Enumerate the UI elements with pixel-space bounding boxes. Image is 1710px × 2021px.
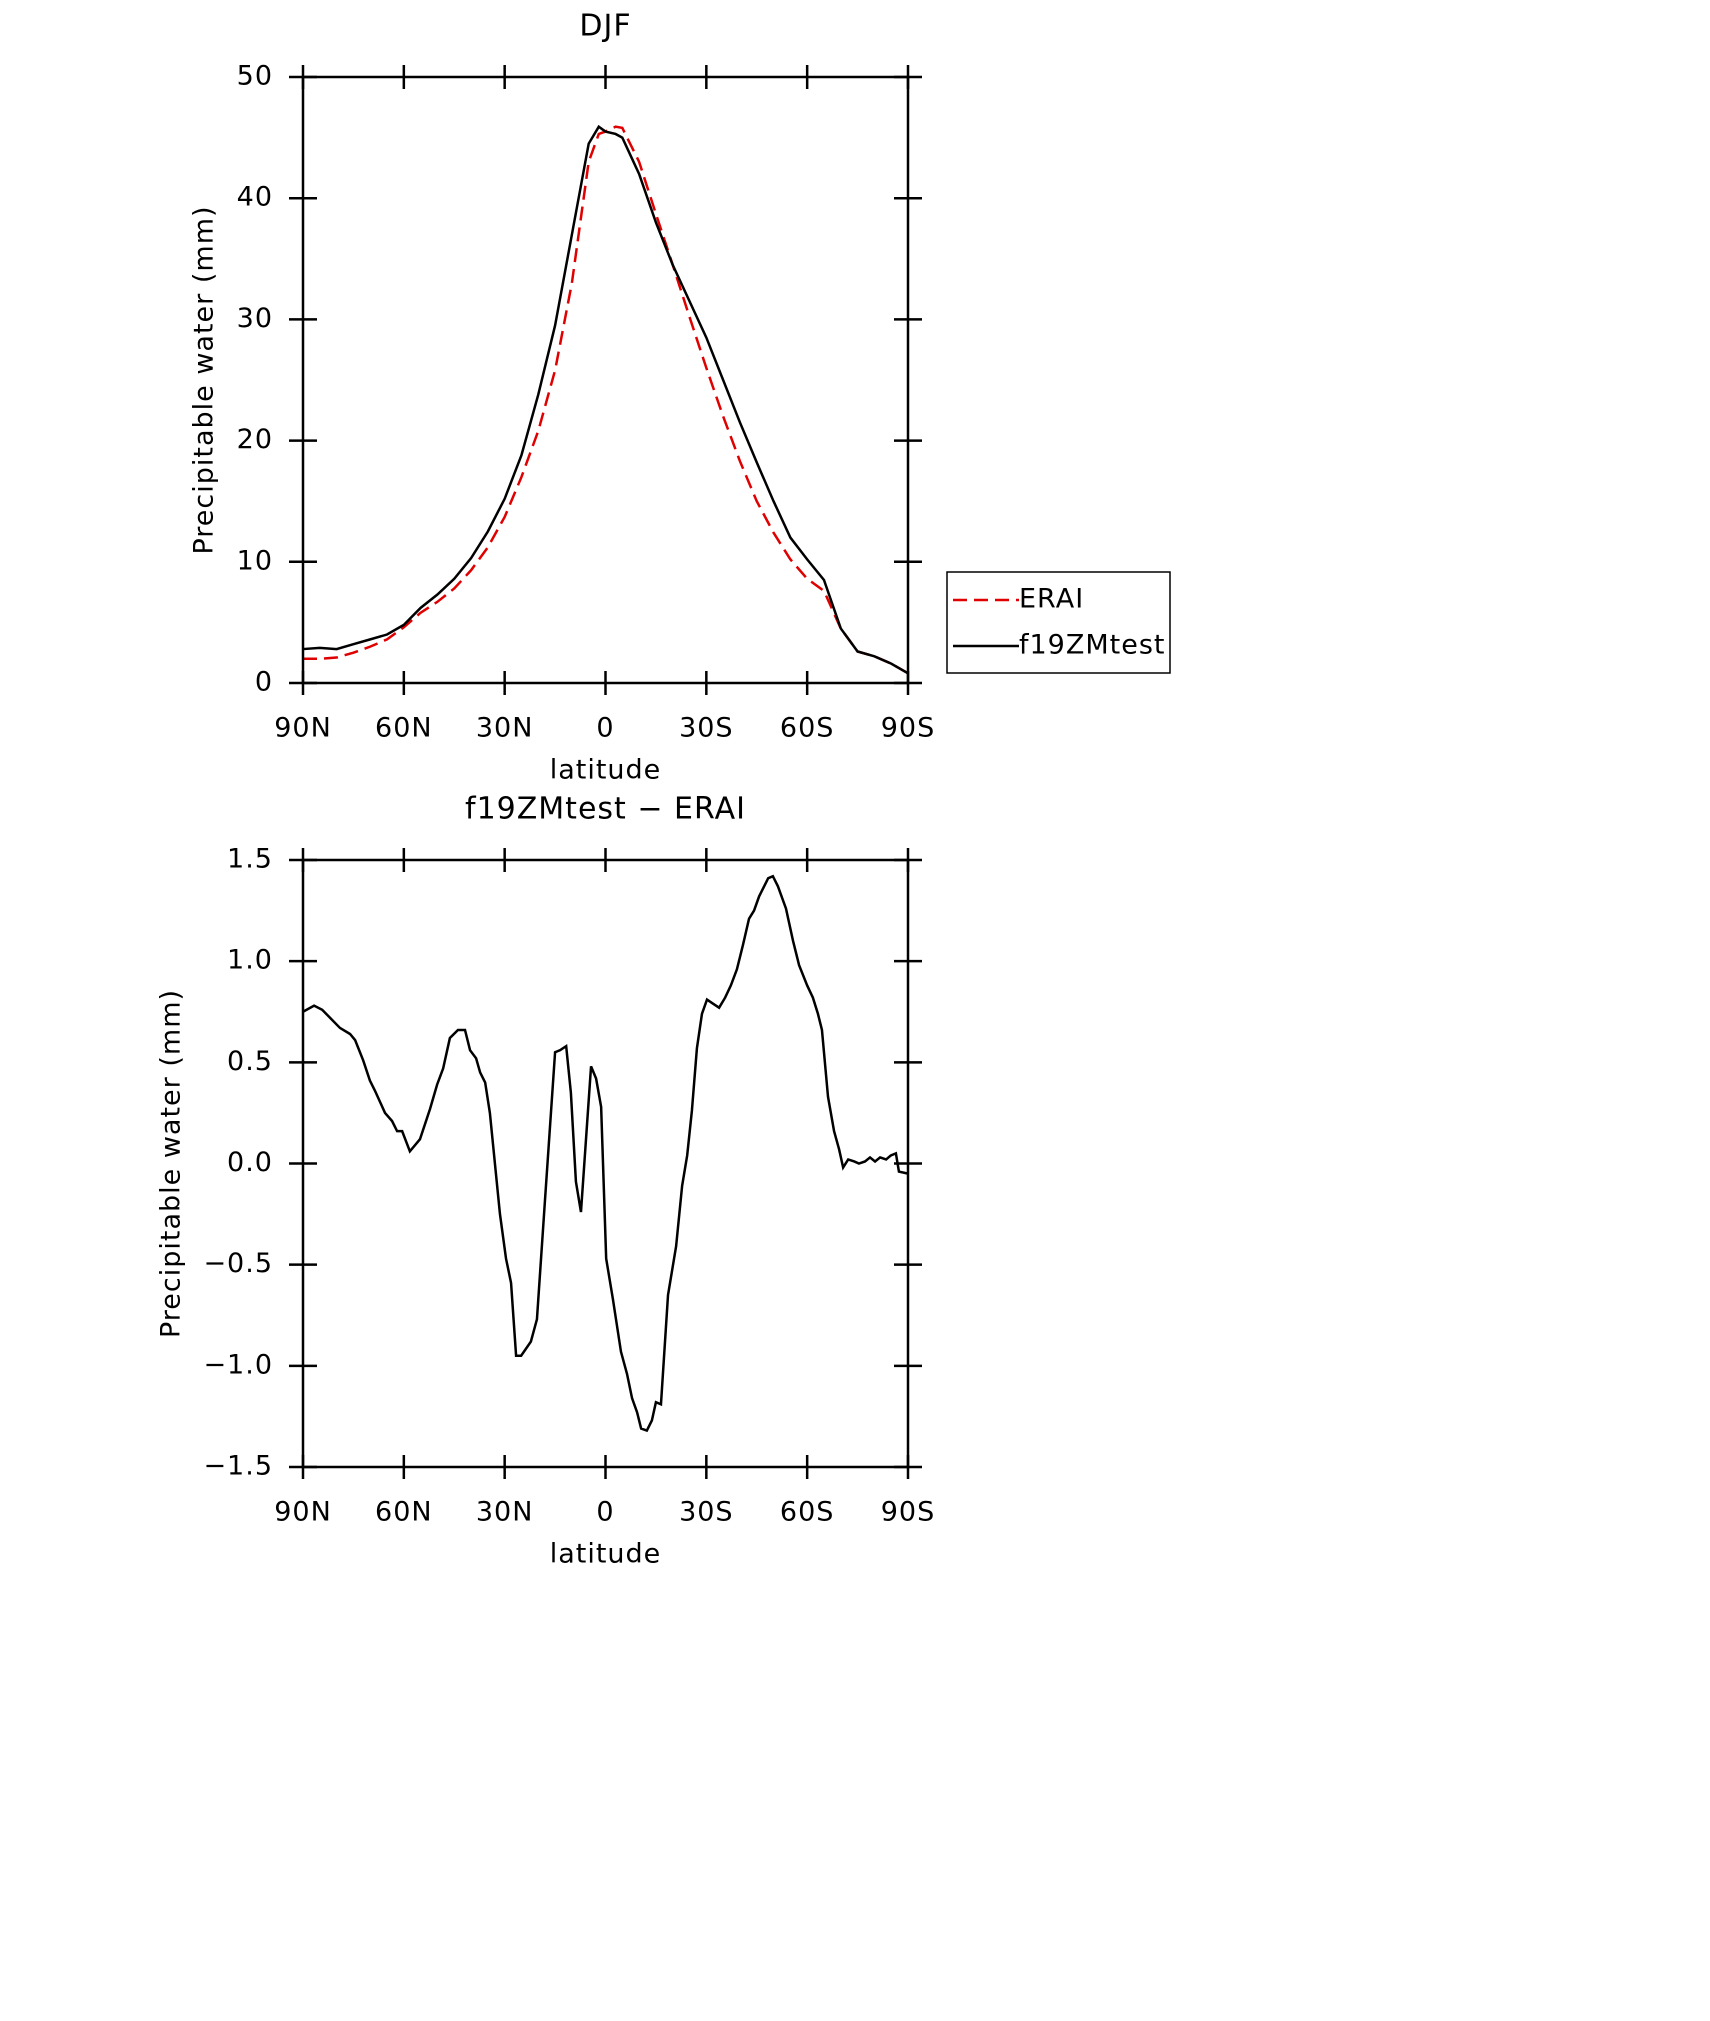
x-tick-label: 90N <box>274 1497 332 1528</box>
y-axis-label: Precipitable water (mm) <box>156 989 187 1338</box>
x-tick-label: 30S <box>679 1497 734 1528</box>
y-tick-label: 0.5 <box>227 1046 273 1077</box>
x-tick-label: 30S <box>679 713 734 744</box>
x-tick-label: 30N <box>476 1497 534 1528</box>
x-tick-label: 60S <box>780 713 835 744</box>
y-tick-label: −1.5 <box>203 1451 273 1482</box>
legend: ERAI f19ZMtest <box>946 571 1171 674</box>
y-tick-label: 1.0 <box>227 945 273 976</box>
y-tick-label: 30 <box>237 303 273 334</box>
legend-box <box>946 571 1171 674</box>
chart-title: DJF <box>579 9 631 44</box>
x-axis-label: latitude <box>550 1539 662 1570</box>
plot-frame <box>301 858 910 1469</box>
y-tick-label: 0 <box>255 667 273 698</box>
x-tick-label: 0 <box>596 1497 614 1528</box>
x-tick-label: 30N <box>476 713 534 744</box>
y-tick-label: 10 <box>237 545 273 576</box>
chart-title: f19ZMtest − ERAI <box>465 792 746 827</box>
x-tick-label: 90S <box>881 1497 936 1528</box>
series-line <box>303 125 909 675</box>
x-tick-label: 90S <box>881 713 936 744</box>
y-tick-label: −1.0 <box>203 1349 273 1380</box>
y-axis-label: Precipitable water (mm) <box>189 205 220 554</box>
series-line <box>302 874 909 1433</box>
x-tick-label: 0 <box>596 713 614 744</box>
y-tick-label: 20 <box>237 424 273 455</box>
legend-label: ERAI <box>1019 584 1084 615</box>
x-tick-label: 60N <box>375 713 433 744</box>
plot-frame <box>301 75 910 685</box>
x-tick-label: 90N <box>274 713 332 744</box>
y-tick-label: 1.5 <box>227 844 273 875</box>
x-axis-label: latitude <box>550 755 662 786</box>
series-line <box>302 124 909 675</box>
x-tick-label: 60N <box>375 1497 433 1528</box>
x-tick-label: 60S <box>780 1497 835 1528</box>
legend-label: f19ZMtest <box>1019 630 1166 661</box>
y-tick-label: 0.0 <box>227 1147 273 1178</box>
y-tick-label: 40 <box>237 182 273 213</box>
y-tick-label: 50 <box>237 61 273 92</box>
y-tick-label: −0.5 <box>203 1248 273 1279</box>
